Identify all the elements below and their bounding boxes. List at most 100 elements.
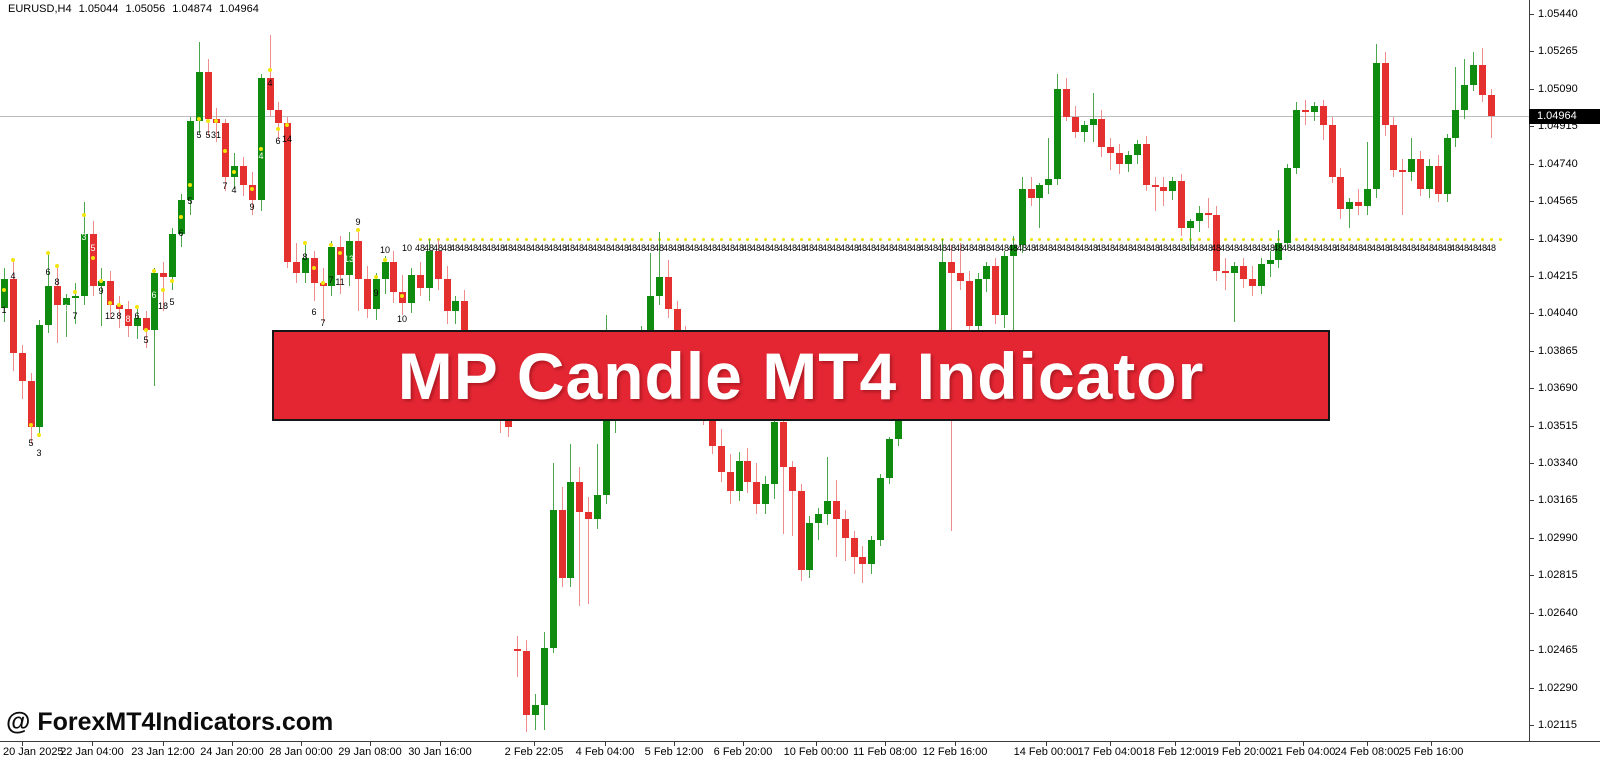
candle-body: [417, 275, 424, 288]
level-line-dot: [994, 238, 997, 241]
candle-body: [1169, 181, 1176, 191]
level-line-dot: [870, 238, 873, 241]
bar-count-label: 48: [1166, 243, 1178, 253]
bar-count-label: 48: [485, 243, 497, 253]
candle-body: [1267, 260, 1274, 264]
candle-body: [284, 123, 291, 262]
mp-marker-number: 5: [90, 243, 96, 253]
price-axis-tick: [1530, 313, 1534, 314]
candle-body: [1205, 213, 1212, 215]
level-line-dot: [649, 238, 652, 241]
candle-body: [1019, 189, 1026, 245]
candle-body: [1045, 179, 1052, 185]
candle-body: [762, 484, 769, 504]
bar-count-label: 48: [520, 243, 532, 253]
candle-body: [1125, 155, 1132, 164]
candle-body: [249, 185, 256, 200]
level-line-dot: [1313, 238, 1316, 241]
mp-marker-dot: [99, 279, 103, 283]
candle-body: [452, 301, 459, 311]
time-axis-label: 10 Feb 00:00: [783, 746, 849, 758]
price-axis-tick: [1530, 613, 1534, 614]
price-axis-label: 1.05440: [1538, 8, 1578, 20]
candle-body: [1488, 95, 1495, 116]
candle-body: [859, 557, 866, 564]
level-line-dot: [446, 238, 449, 241]
candle-body: [948, 262, 955, 273]
candle-body: [196, 72, 203, 121]
candle-body: [842, 519, 849, 538]
level-line-dot: [1030, 238, 1033, 241]
level-line-dot: [915, 238, 918, 241]
bar-count-label: 48: [856, 243, 868, 253]
bar-count-label: 48: [502, 243, 514, 253]
candle-wick: [1110, 138, 1111, 170]
time-axis-tick: [534, 742, 535, 746]
bar-count-label: 48: [1299, 243, 1311, 253]
mp-marker-number: 9: [373, 288, 379, 298]
bar-count-label: 48: [591, 243, 603, 253]
candle-body: [302, 258, 309, 273]
level-line-dot: [1472, 238, 1475, 241]
level-line-dot: [1419, 238, 1422, 241]
level-line-dot: [1384, 238, 1387, 241]
bar-count-label: 48: [1131, 243, 1143, 253]
level-line-dot: [1100, 238, 1103, 241]
level-line-dot: [977, 238, 980, 241]
candle-body: [116, 305, 123, 309]
candle-body: [1222, 271, 1229, 273]
candle-body: [98, 281, 105, 286]
bar-count-label: 48: [830, 243, 842, 253]
candle-body: [1028, 189, 1035, 198]
time-axis-tick: [163, 742, 164, 746]
candle-wick: [1455, 67, 1456, 147]
time-axis-tick: [92, 742, 93, 746]
ohlc-high: 1.05056: [125, 3, 166, 15]
mp-marker-number: 4: [267, 78, 273, 88]
mp-marker-number: 6: [45, 267, 51, 277]
bar-count-label: 48: [564, 243, 576, 253]
time-axis[interactable]: 20 Jan 2025 22 Jan 04:00 23 Jan 12:00 24 Ja…: [0, 741, 1600, 763]
bar-count-label: 48: [1290, 243, 1302, 253]
candle-body: [744, 461, 751, 482]
mp-marker-dot: [383, 258, 387, 262]
level-line-dot: [1490, 238, 1493, 241]
bar-count-label: 48: [582, 243, 594, 253]
bar-count-label: 48: [688, 243, 700, 253]
level-line-dot: [454, 238, 457, 241]
candle-wick: [1225, 258, 1226, 290]
current-price-tag: 1.04964: [1529, 109, 1600, 124]
time-axis-label: 29 Jan 08:00: [338, 746, 402, 758]
bar-count-label: 48: [679, 243, 691, 253]
candle-body: [939, 262, 946, 343]
price-axis-label: 1.02990: [1538, 532, 1578, 544]
price-axis-tick: [1530, 688, 1534, 689]
candle-body: [1408, 159, 1415, 172]
mp-marker-number: 4: [231, 185, 237, 195]
mp-marker-number: 4: [258, 151, 264, 161]
mp-marker-number: 14: [281, 134, 293, 144]
mp-marker-dot: [73, 290, 77, 294]
bar-count-label: 48: [839, 243, 851, 253]
level-line-dot: [578, 238, 581, 241]
time-axis-label: 22 Jan 04:00: [60, 746, 124, 758]
candle-body: [1479, 65, 1486, 95]
level-line-dot: [472, 238, 475, 241]
candle-body: [1010, 245, 1017, 256]
bar-count-label: 48: [1113, 243, 1125, 253]
bar-count-label: 48: [777, 243, 789, 253]
candle-body: [505, 420, 512, 427]
mp-marker-number: 8: [125, 314, 131, 324]
time-axis-label: 21 Feb 04:00: [1270, 746, 1336, 758]
candle-body: [151, 273, 158, 330]
level-line-dot: [755, 238, 758, 241]
candle-body: [107, 281, 114, 305]
candle-body: [992, 266, 999, 315]
candle-body: [1143, 144, 1150, 185]
candle-body: [868, 540, 875, 564]
time-axis-tick: [1367, 742, 1368, 746]
level-line-dot: [1083, 238, 1086, 241]
candle-body: [63, 298, 70, 305]
level-line-dot: [1295, 238, 1298, 241]
candle-body: [1302, 110, 1309, 112]
